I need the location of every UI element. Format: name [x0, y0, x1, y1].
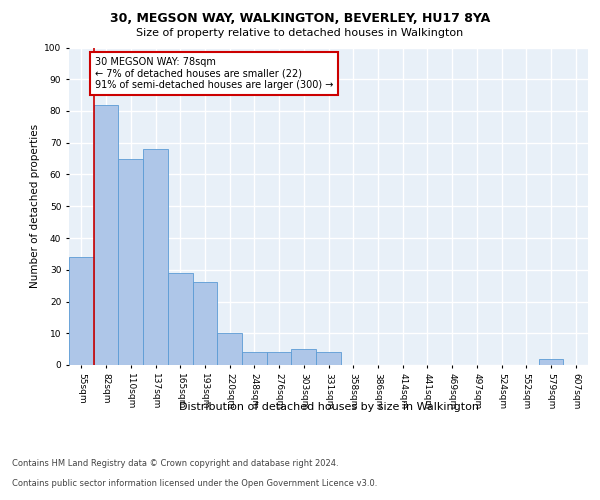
- Bar: [316, 352, 341, 365]
- Text: 30 MEGSON WAY: 78sqm
← 7% of detached houses are smaller (22)
91% of semi-detach: 30 MEGSON WAY: 78sqm ← 7% of detached ho…: [95, 57, 334, 90]
- Bar: [292, 349, 316, 365]
- Text: Distribution of detached houses by size in Walkington: Distribution of detached houses by size …: [179, 402, 479, 412]
- Bar: [94, 104, 118, 365]
- Bar: [242, 352, 267, 365]
- Bar: [217, 333, 242, 365]
- Bar: [69, 257, 94, 365]
- Bar: [118, 158, 143, 365]
- Text: Contains HM Land Registry data © Crown copyright and database right 2024.: Contains HM Land Registry data © Crown c…: [12, 458, 338, 468]
- Text: 30, MEGSON WAY, WALKINGTON, BEVERLEY, HU17 8YA: 30, MEGSON WAY, WALKINGTON, BEVERLEY, HU…: [110, 12, 490, 26]
- Y-axis label: Number of detached properties: Number of detached properties: [30, 124, 40, 288]
- Bar: [539, 358, 563, 365]
- Text: Contains public sector information licensed under the Open Government Licence v3: Contains public sector information licen…: [12, 478, 377, 488]
- Bar: [143, 149, 168, 365]
- Bar: [267, 352, 292, 365]
- Bar: [168, 273, 193, 365]
- Text: Size of property relative to detached houses in Walkington: Size of property relative to detached ho…: [136, 28, 464, 38]
- Bar: [193, 282, 217, 365]
